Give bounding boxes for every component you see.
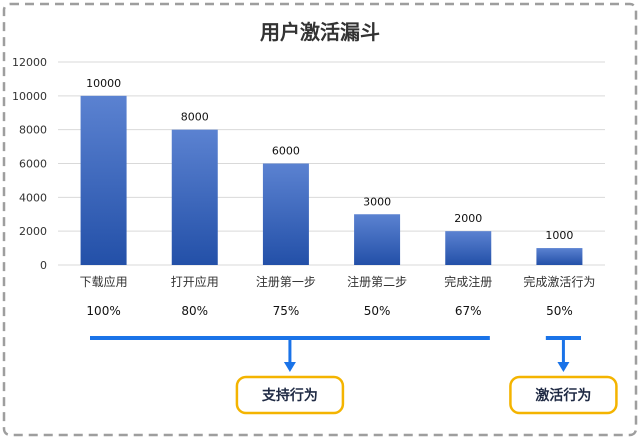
bar	[536, 248, 583, 265]
x-tick-label: 下载应用	[80, 274, 128, 289]
data-labels: 10000 8000 6000 3000 2000 1000	[86, 77, 573, 242]
conversion-rates: 100% 80% 75% 50% 67% 50%	[86, 304, 572, 318]
x-tick-label: 打开应用	[171, 274, 219, 289]
data-label: 10000	[86, 77, 121, 90]
bar	[80, 95, 127, 265]
group-annotations: 支持行为 激活行为	[90, 336, 618, 415]
chart-title: 用户激活漏斗	[260, 20, 380, 44]
y-axis-ticks: 0 2000 4000 6000 8000 10000 12000	[12, 56, 47, 272]
conversion-rate: 50%	[364, 304, 391, 318]
y-tick-label: 10000	[12, 90, 47, 103]
x-axis-labels: 下载应用 打开应用 注册第一步 注册第二步 完成注册 完成激活行为	[80, 274, 596, 289]
conversion-rate: 67%	[455, 304, 482, 318]
y-tick-label: 6000	[19, 158, 47, 171]
y-tick-label: 12000	[12, 56, 47, 69]
conversion-rate: 80%	[181, 304, 208, 318]
x-tick-label: 注册第一步	[256, 274, 316, 289]
arrow-down-icon	[283, 362, 296, 372]
data-label: 2000	[454, 212, 482, 225]
data-label: 3000	[363, 195, 391, 208]
arrow-down-icon	[557, 362, 570, 372]
y-tick-label: 4000	[19, 191, 47, 204]
bar	[171, 129, 218, 265]
y-tick-label: 0	[40, 259, 47, 272]
group-label: 支持行为	[261, 387, 318, 404]
data-label: 1000	[545, 229, 573, 242]
x-tick-label: 注册第二步	[347, 274, 407, 289]
bars	[80, 95, 583, 265]
y-tick-label: 8000	[19, 124, 47, 137]
x-tick-label: 完成激活行为	[523, 274, 595, 289]
conversion-rate: 50%	[546, 304, 573, 318]
group-label-box	[235, 375, 345, 415]
group-label: 激活行为	[535, 387, 591, 404]
bar	[354, 214, 401, 265]
y-tick-label: 2000	[19, 225, 47, 238]
data-label: 6000	[272, 145, 300, 158]
bar	[262, 163, 309, 265]
group-label-box	[509, 375, 618, 415]
bar	[445, 231, 492, 265]
conversion-rate: 100%	[86, 304, 120, 318]
gridlines	[58, 61, 605, 266]
data-label: 8000	[181, 111, 209, 124]
conversion-rate: 75%	[273, 304, 300, 318]
x-tick-label: 完成注册	[444, 274, 492, 289]
